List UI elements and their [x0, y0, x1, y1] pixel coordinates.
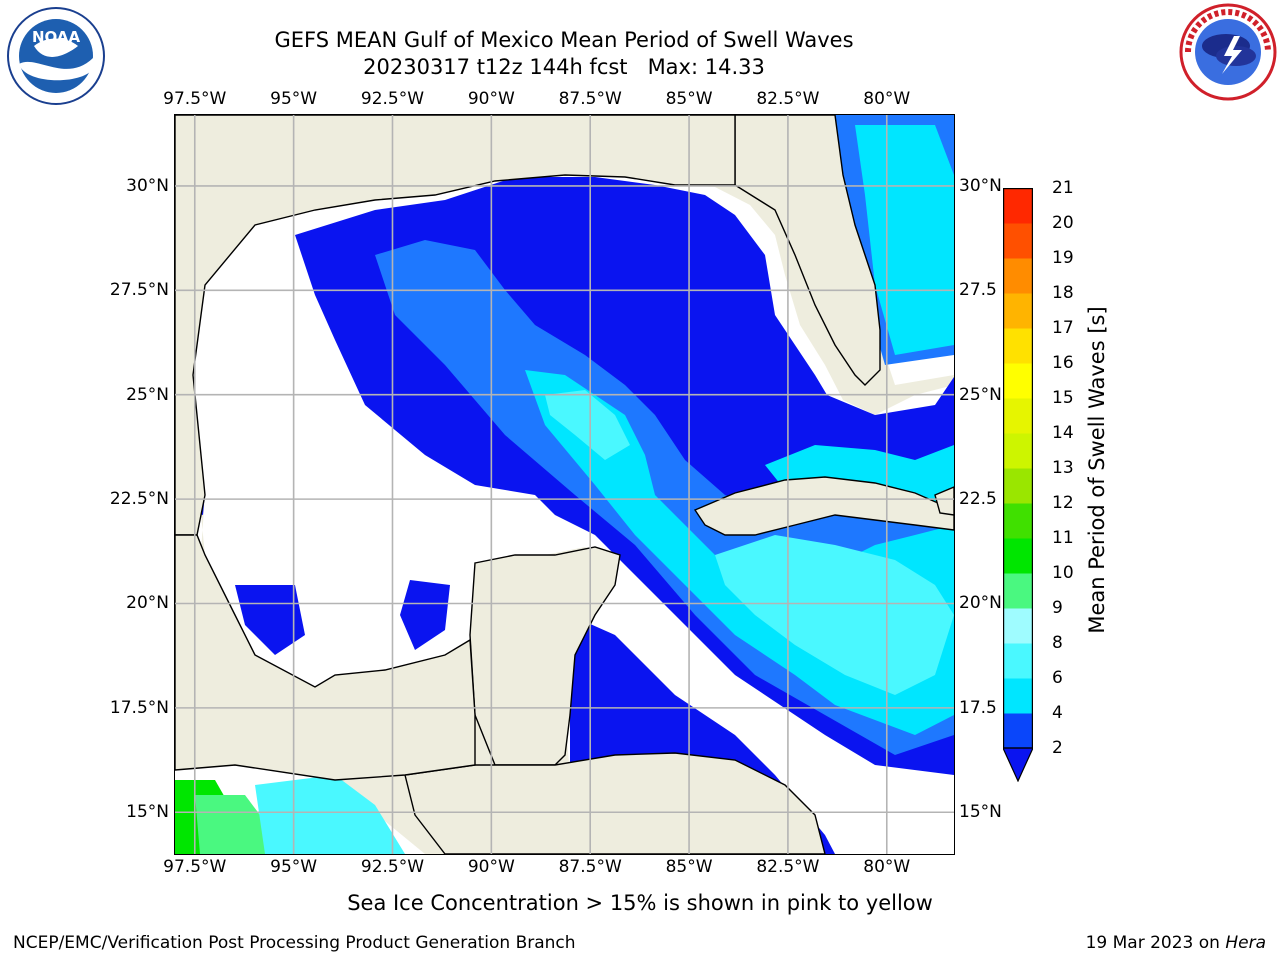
colorbar-segment — [1003, 573, 1033, 609]
colorbar-segment — [1003, 293, 1033, 329]
lat-tick-label-left: 27.5°N — [109, 280, 169, 301]
colorbar-segment — [1003, 328, 1033, 364]
colorbar-tick-label: 2 — [1052, 738, 1063, 758]
colorbar-segment — [1003, 643, 1033, 679]
colorbar-outline — [1003, 188, 1033, 749]
colorbar-tick-label: 8 — [1052, 633, 1063, 653]
lat-tick-label-left: 25°N — [126, 384, 169, 405]
graticule — [175, 115, 954, 854]
lon-tick-label-top: 97.5°W — [163, 89, 227, 109]
colorbar-label: Mean Period of Swell Waves [s] — [1085, 306, 1109, 634]
lat-tick-label-left: 20°N — [126, 593, 169, 614]
colorbar-tick-label: 16 — [1052, 353, 1074, 373]
lon-tick-label-top: 92.5°W — [360, 89, 425, 109]
lon-tick-label-bottom: 95°W — [270, 857, 318, 877]
lon-tick-label-top: 82.5°W — [756, 89, 820, 109]
land-hispaniola-edge — [934, 486, 954, 516]
lon-tick-label-bottom: 80°W — [863, 857, 911, 877]
colorbar-segment — [1003, 503, 1033, 539]
noaa-logo: NOAA — [6, 6, 106, 106]
nws-logo — [1178, 2, 1278, 102]
colorbar-segment — [1003, 188, 1033, 224]
lat-tick-label-left: 22.5°N — [109, 489, 169, 510]
sea-ice-note: Sea Ice Concentration > 15% is shown in … — [347, 891, 933, 915]
lat-tick-label-right: 22.5 — [959, 489, 997, 510]
lat-tick-label-right: 27.5 — [959, 280, 997, 301]
land-north-coast — [175, 115, 736, 536]
colorbar-tick-label: 17 — [1052, 318, 1074, 338]
lon-tick-label-top: 90°W — [467, 89, 515, 109]
colorbar-tick-label: 11 — [1052, 528, 1074, 548]
colorbar-segment — [1003, 258, 1033, 294]
producer-credit: NCEP/EMC/Verification Post Processing Pr… — [13, 933, 576, 953]
lon-tick-label-bottom: 97.5°W — [163, 857, 227, 877]
lon-tick-label-bottom: 90°W — [467, 857, 515, 877]
land-mexico-west — [175, 534, 476, 781]
lon-tick-label-top: 95°W — [270, 89, 318, 109]
colorbar-tick-label: 4 — [1052, 703, 1063, 723]
lat-tick-label-right: 20°N — [959, 593, 1002, 614]
map-svg — [175, 115, 954, 854]
colorbar-segment — [1003, 433, 1033, 469]
colorbar-tick-label: 21 — [1052, 178, 1074, 198]
colorbar-tick-label: 20 — [1052, 213, 1074, 233]
noaa-logo-text: NOAA — [32, 28, 81, 46]
pacific-band-cyan — [255, 775, 405, 854]
lon-tick-label-bottom: 85°W — [665, 857, 713, 877]
lon-tick-label-top: 80°W — [863, 89, 911, 109]
lon-tick-label-top: 85°W — [665, 89, 713, 109]
colorbar-tick-label: 6 — [1052, 668, 1063, 688]
colorbar-segment — [1003, 538, 1033, 574]
map-title: GEFS MEAN Gulf of Mexico Mean Period of … — [274, 28, 854, 52]
land-yucatan — [469, 546, 621, 766]
colorbar-tick-label: 19 — [1052, 248, 1074, 268]
swell-band-2-gulf-islands — [187, 490, 450, 655]
swell-band-5 — [715, 535, 954, 695]
colorbar-segment — [1003, 713, 1033, 749]
run-date: 19 Mar 2023 on Hera — [1086, 932, 1266, 954]
colorbar-svg — [1002, 188, 1034, 783]
land-cuba — [693, 476, 954, 536]
colorbar-tick-label: 14 — [1052, 423, 1074, 443]
land-florida — [734, 115, 881, 386]
colorbar-segment — [1003, 678, 1033, 714]
lon-tick-label-top: 87.5°W — [558, 89, 622, 109]
lat-tick-label-right: 17.5 — [959, 697, 997, 718]
lon-tick-label-bottom: 82.5°W — [756, 857, 820, 877]
colorbar-tick-label: 9 — [1052, 598, 1063, 618]
lon-tick-label-bottom: 87.5°W — [558, 857, 622, 877]
lat-tick-label-left: 17.5°N — [109, 697, 169, 718]
colorbar — [1002, 188, 1034, 783]
colorbar-tick-label: 18 — [1052, 283, 1074, 303]
colorbar-tick-label: 13 — [1052, 458, 1074, 478]
colorbar-tick-label: 10 — [1052, 563, 1074, 583]
colorbar-segment — [1003, 363, 1033, 399]
swell-band-5-north — [545, 390, 630, 460]
lat-tick-label-right: 15°N — [959, 802, 1002, 823]
lat-tick-label-right: 30°N — [959, 175, 1002, 196]
lat-tick-label-left: 15°N — [126, 802, 169, 823]
lat-tick-label-right: 25°N — [959, 384, 1002, 405]
colorbar-tick-label: 12 — [1052, 493, 1074, 513]
lat-tick-label-left: 30°N — [126, 175, 169, 196]
colorbar-extend-triangle — [1002, 747, 1034, 783]
run-machine: Hera — [1225, 933, 1266, 953]
swell-band-4-atlantic — [855, 125, 954, 355]
colorbar-tick-label: 15 — [1052, 388, 1074, 408]
map-subtitle: 20230317 t12z 144h fcst Max: 14.33 — [363, 55, 765, 79]
run-date-text: 19 Mar 2023 on — [1085, 933, 1220, 953]
colorbar-segment — [1003, 398, 1033, 434]
map-panel — [175, 115, 954, 854]
pacific-band-lightgreen — [195, 795, 285, 854]
lon-tick-label-bottom: 92.5°W — [360, 857, 425, 877]
colorbar-segment — [1003, 608, 1033, 644]
colorbar-segment — [1003, 223, 1033, 259]
colorbar-segment — [1003, 468, 1033, 504]
